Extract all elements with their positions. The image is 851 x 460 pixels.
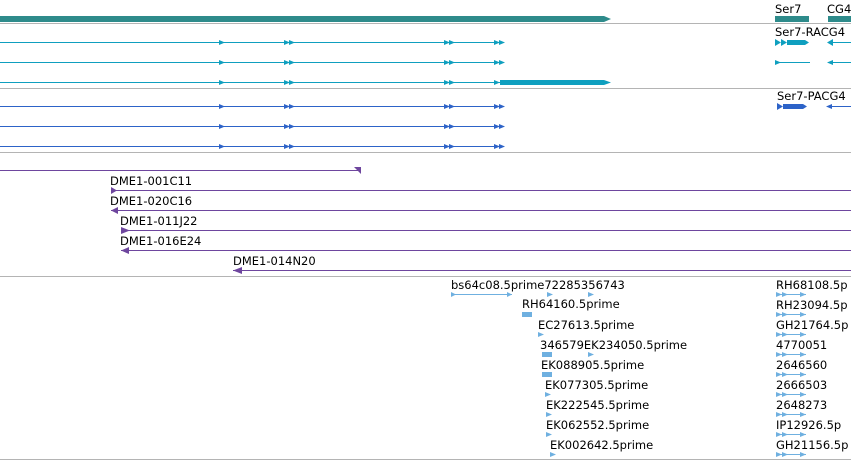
est-feature[interactable]: [776, 372, 806, 377]
mrna-track: Ser7-RACG4: [0, 25, 851, 85]
est-label: RH64160.5prime: [522, 297, 620, 311]
protein-track: Ser7-PACG4: [0, 89, 851, 149]
est-label: RH23094.5p: [776, 298, 848, 312]
protein-label: Ser7-PACG4: [777, 89, 846, 103]
est-feature[interactable]: [776, 452, 806, 457]
est-feature[interactable]: [776, 392, 806, 397]
est-label: IP12926.5p: [776, 418, 841, 432]
est-label: EC27613.5prime: [538, 318, 634, 332]
protein-ser7-pa[interactable]: [777, 103, 783, 110]
est-track: bs64c08.5prime72285356743 RH64160.5prime…: [451, 278, 848, 457]
mrna-ser7-ra[interactable]: [775, 39, 781, 46]
bac-label-020C16: DME1-020C16: [110, 194, 192, 208]
bac-label-011J22: DME1-011J22: [120, 214, 198, 228]
gene-feature-cg4[interactable]: [828, 16, 851, 22]
est-label: EK088905.5prime: [541, 358, 644, 372]
est-feature[interactable]: [776, 312, 806, 317]
mrna-cds-block[interactable]: [500, 80, 611, 85]
est-feature[interactable]: [776, 352, 806, 357]
est-label: 2646560: [776, 358, 827, 372]
gene-label-ser7: Ser7: [775, 2, 801, 16]
est-feature[interactable]: [550, 452, 556, 457]
est-feature[interactable]: [776, 412, 806, 417]
mrna-direction-arrows: [219, 40, 505, 85]
bac-track: DME1-001C11 DME1-020C16 DME1-011J22 DME1…: [0, 167, 851, 274]
est-feature[interactable]: [776, 332, 806, 337]
est-label: EK077305.5prime: [545, 378, 648, 392]
est-label: GH21156.5p: [776, 438, 848, 452]
est-feature[interactable]: [542, 352, 552, 357]
est-label: bs64c08.5prime72285356743: [451, 278, 625, 292]
est-feature[interactable]: [588, 352, 594, 357]
est-label: 4770051: [776, 338, 827, 352]
est-feature[interactable]: [522, 312, 532, 317]
mrna-label: Ser7-RACG4: [775, 25, 845, 39]
bac-label-001C11: DME1-001C11: [110, 174, 192, 188]
est-feature[interactable]: [776, 432, 806, 437]
est-label: EK062552.5prime: [546, 418, 649, 432]
est-feature[interactable]: [776, 292, 806, 297]
est-label: 2666503: [776, 378, 827, 392]
est-feature[interactable]: [542, 372, 552, 377]
est-feature[interactable]: [546, 432, 552, 437]
est-label: EK222545.5prime: [546, 398, 649, 412]
bac-label-016E24: DME1-016E24: [120, 234, 201, 248]
gene-feature-ser7[interactable]: [775, 16, 809, 22]
est-label: 2648273: [776, 398, 827, 412]
gene-track: Ser7 CG4: [0, 2, 851, 22]
est-label: GH21764.5p: [776, 318, 848, 332]
est-feature[interactable]: [545, 392, 551, 397]
est-label: 346579EK234050.5prime: [540, 338, 687, 352]
bac-label-014N20: DME1-014N20: [233, 254, 316, 268]
protein-direction-arrows: [219, 104, 505, 149]
gene-label-cg4: CG4: [827, 2, 851, 16]
est-label: RH68108.5p: [776, 278, 848, 292]
est-feature[interactable]: [546, 412, 552, 417]
gene-feature[interactable]: [0, 16, 611, 22]
est-feature[interactable]: [538, 332, 544, 337]
est-feature[interactable]: [588, 292, 594, 297]
est-label: EK002642.5prime: [550, 438, 653, 452]
est-feature[interactable]: [547, 292, 553, 297]
